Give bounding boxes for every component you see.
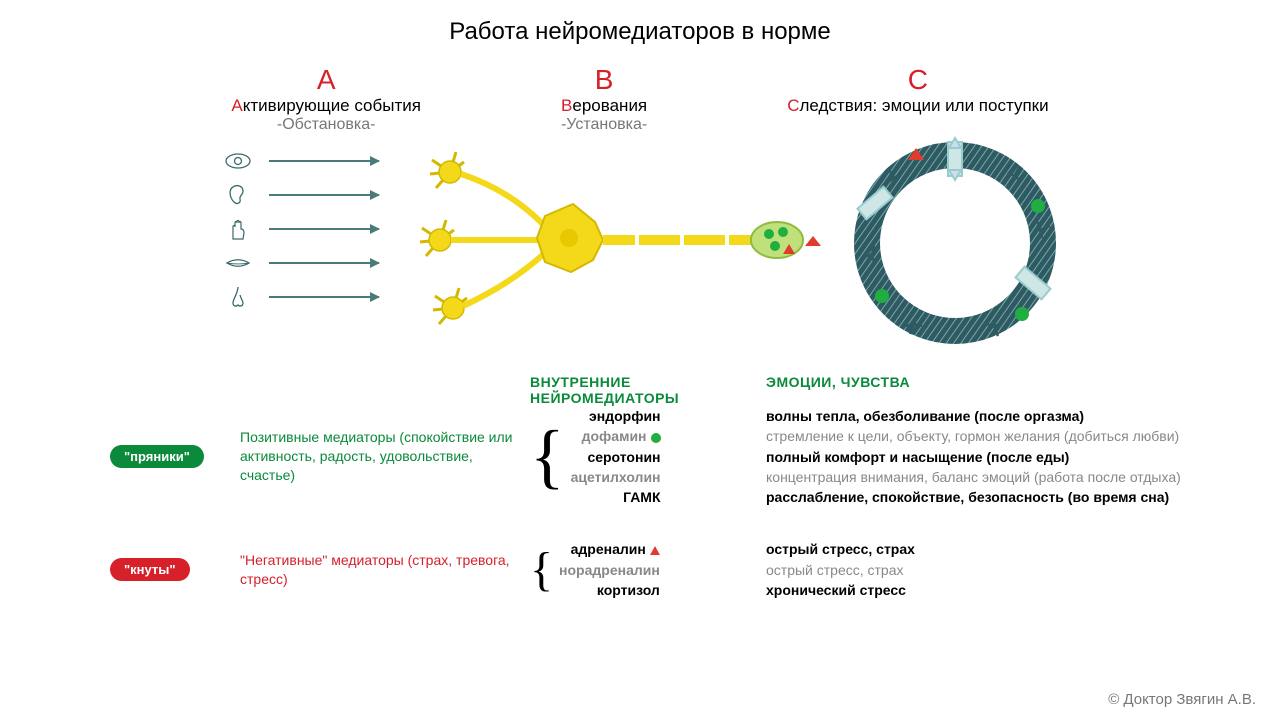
credit: © Доктор Звягин А.В. <box>1108 691 1256 708</box>
col-a-letter: A <box>231 64 421 96</box>
col-a-sub: -Обстановка- <box>231 116 421 134</box>
positive-desc: Позитивные медиаторы (спокойствие или ак… <box>240 428 520 485</box>
page-title: Работа нейромедиаторов в норме <box>0 0 1280 46</box>
brace-icon: { <box>530 426 565 487</box>
col-b-letter: B <box>561 64 647 96</box>
arrow-icon <box>269 262 379 264</box>
sense-mouth-row <box>225 252 379 274</box>
receptor-ring <box>840 128 1070 358</box>
eye-icon <box>225 150 251 172</box>
positive-mediators: эндорфиндофаминсеротонинацетилхолинГАМК <box>571 406 661 507</box>
neuron-illustration <box>395 132 825 352</box>
brace-icon: { <box>530 550 553 591</box>
legend-header-left: ВНУТРЕННИЕ НЕЙРОМЕДИАТОРЫ <box>530 374 730 406</box>
col-c-letter: C <box>787 64 1048 96</box>
positive-emotions: волны тепла, обезболивание (после оргазм… <box>740 406 1280 507</box>
sense-hand-row <box>225 218 379 240</box>
col-a: A Активирующие события -Обстановка- <box>231 64 421 134</box>
sense-ear-row <box>225 184 379 206</box>
negative-emotions: острый стресс, страхострый стресс, страх… <box>740 539 1280 600</box>
col-c-label: Следствия: эмоции или поступки <box>787 96 1048 116</box>
diagram <box>0 142 1280 352</box>
column-headers: A Активирующие события -Обстановка- B Ве… <box>0 64 1280 134</box>
col-c: C Следствия: эмоции или поступки <box>787 64 1048 134</box>
mouth-icon <box>225 252 251 274</box>
col-a-label: Активирующие события <box>231 96 421 116</box>
arrow-icon <box>269 160 379 162</box>
negative-desc: "Негативные" медиаторы (страх, тревога, … <box>240 551 520 589</box>
arrow-icon <box>269 194 379 196</box>
legend-header-right: ЭМОЦИИ, ЧУВСТВА <box>740 374 1280 406</box>
sense-eye-row <box>225 150 379 172</box>
ear-icon <box>225 184 251 206</box>
sense-icons <box>225 150 379 308</box>
negative-mediators: адреналиннорадреналинкортизол <box>559 539 660 600</box>
pill-positive: "пряники" <box>110 445 204 468</box>
hand-icon <box>225 218 251 240</box>
col-b: B Верования -Установка- <box>561 64 647 134</box>
legend: ВНУТРЕННИЕ НЕЙРОМЕДИАТОРЫ ЭМОЦИИ, ЧУВСТВ… <box>0 374 1280 600</box>
sense-nose-row <box>225 286 379 308</box>
col-b-label: Верования <box>561 96 647 116</box>
pill-negative: "кнуты" <box>110 558 190 581</box>
nose-icon <box>225 286 251 308</box>
arrow-icon <box>269 296 379 298</box>
arrow-icon <box>269 228 379 230</box>
